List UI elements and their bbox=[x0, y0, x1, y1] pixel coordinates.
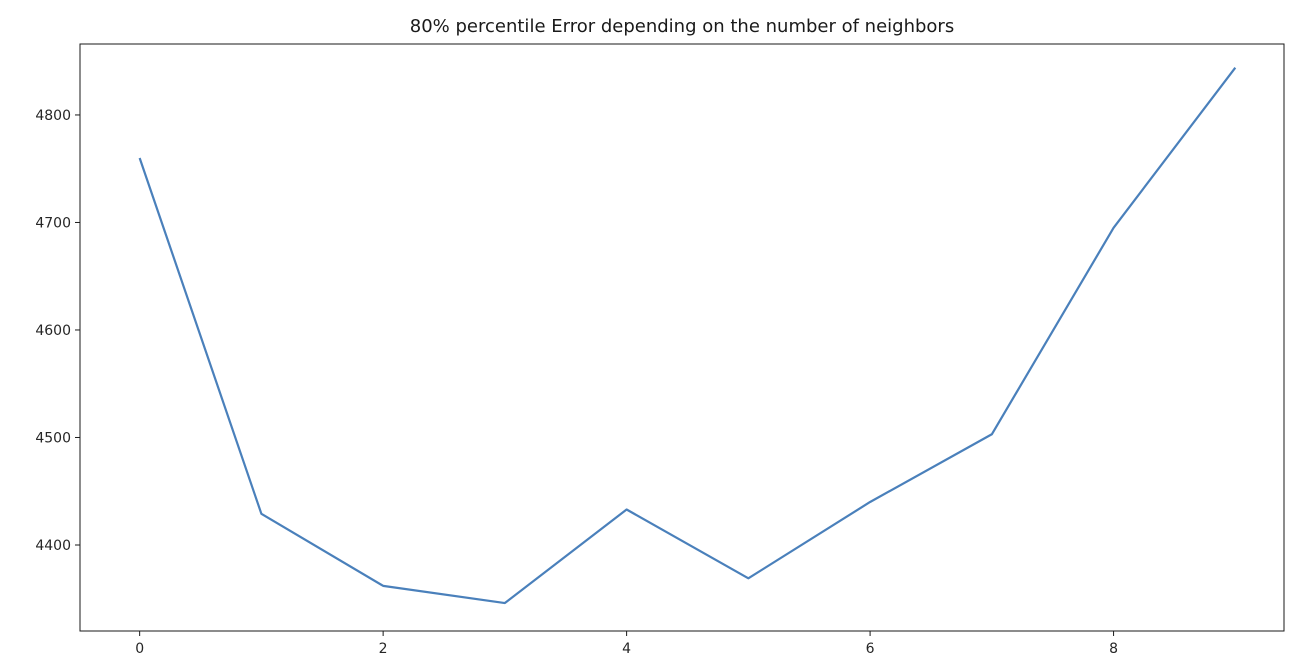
y-tick-label: 4700 bbox=[35, 215, 71, 231]
y-tick-label: 4400 bbox=[35, 538, 71, 554]
y-axis: 4400 4500 4600 4700 4800 bbox=[35, 108, 80, 554]
x-axis: 0 2 4 6 8 bbox=[135, 631, 1118, 657]
x-tick-label: 8 bbox=[1109, 641, 1118, 657]
chart-title: 80% percentile Error depending on the nu… bbox=[410, 16, 954, 37]
x-tick-label: 4 bbox=[622, 641, 631, 657]
y-tick-label: 4500 bbox=[35, 430, 71, 446]
series-line-0 bbox=[138, 66, 1237, 605]
x-tick-label: 2 bbox=[379, 641, 388, 657]
x-tick-label: 0 bbox=[135, 641, 144, 657]
y-tick-label: 4600 bbox=[35, 323, 71, 339]
x-tick-label: 6 bbox=[866, 641, 875, 657]
y-tick-label: 4800 bbox=[35, 108, 71, 124]
plot-frame bbox=[79, 43, 1285, 632]
series-layer bbox=[138, 66, 1237, 605]
